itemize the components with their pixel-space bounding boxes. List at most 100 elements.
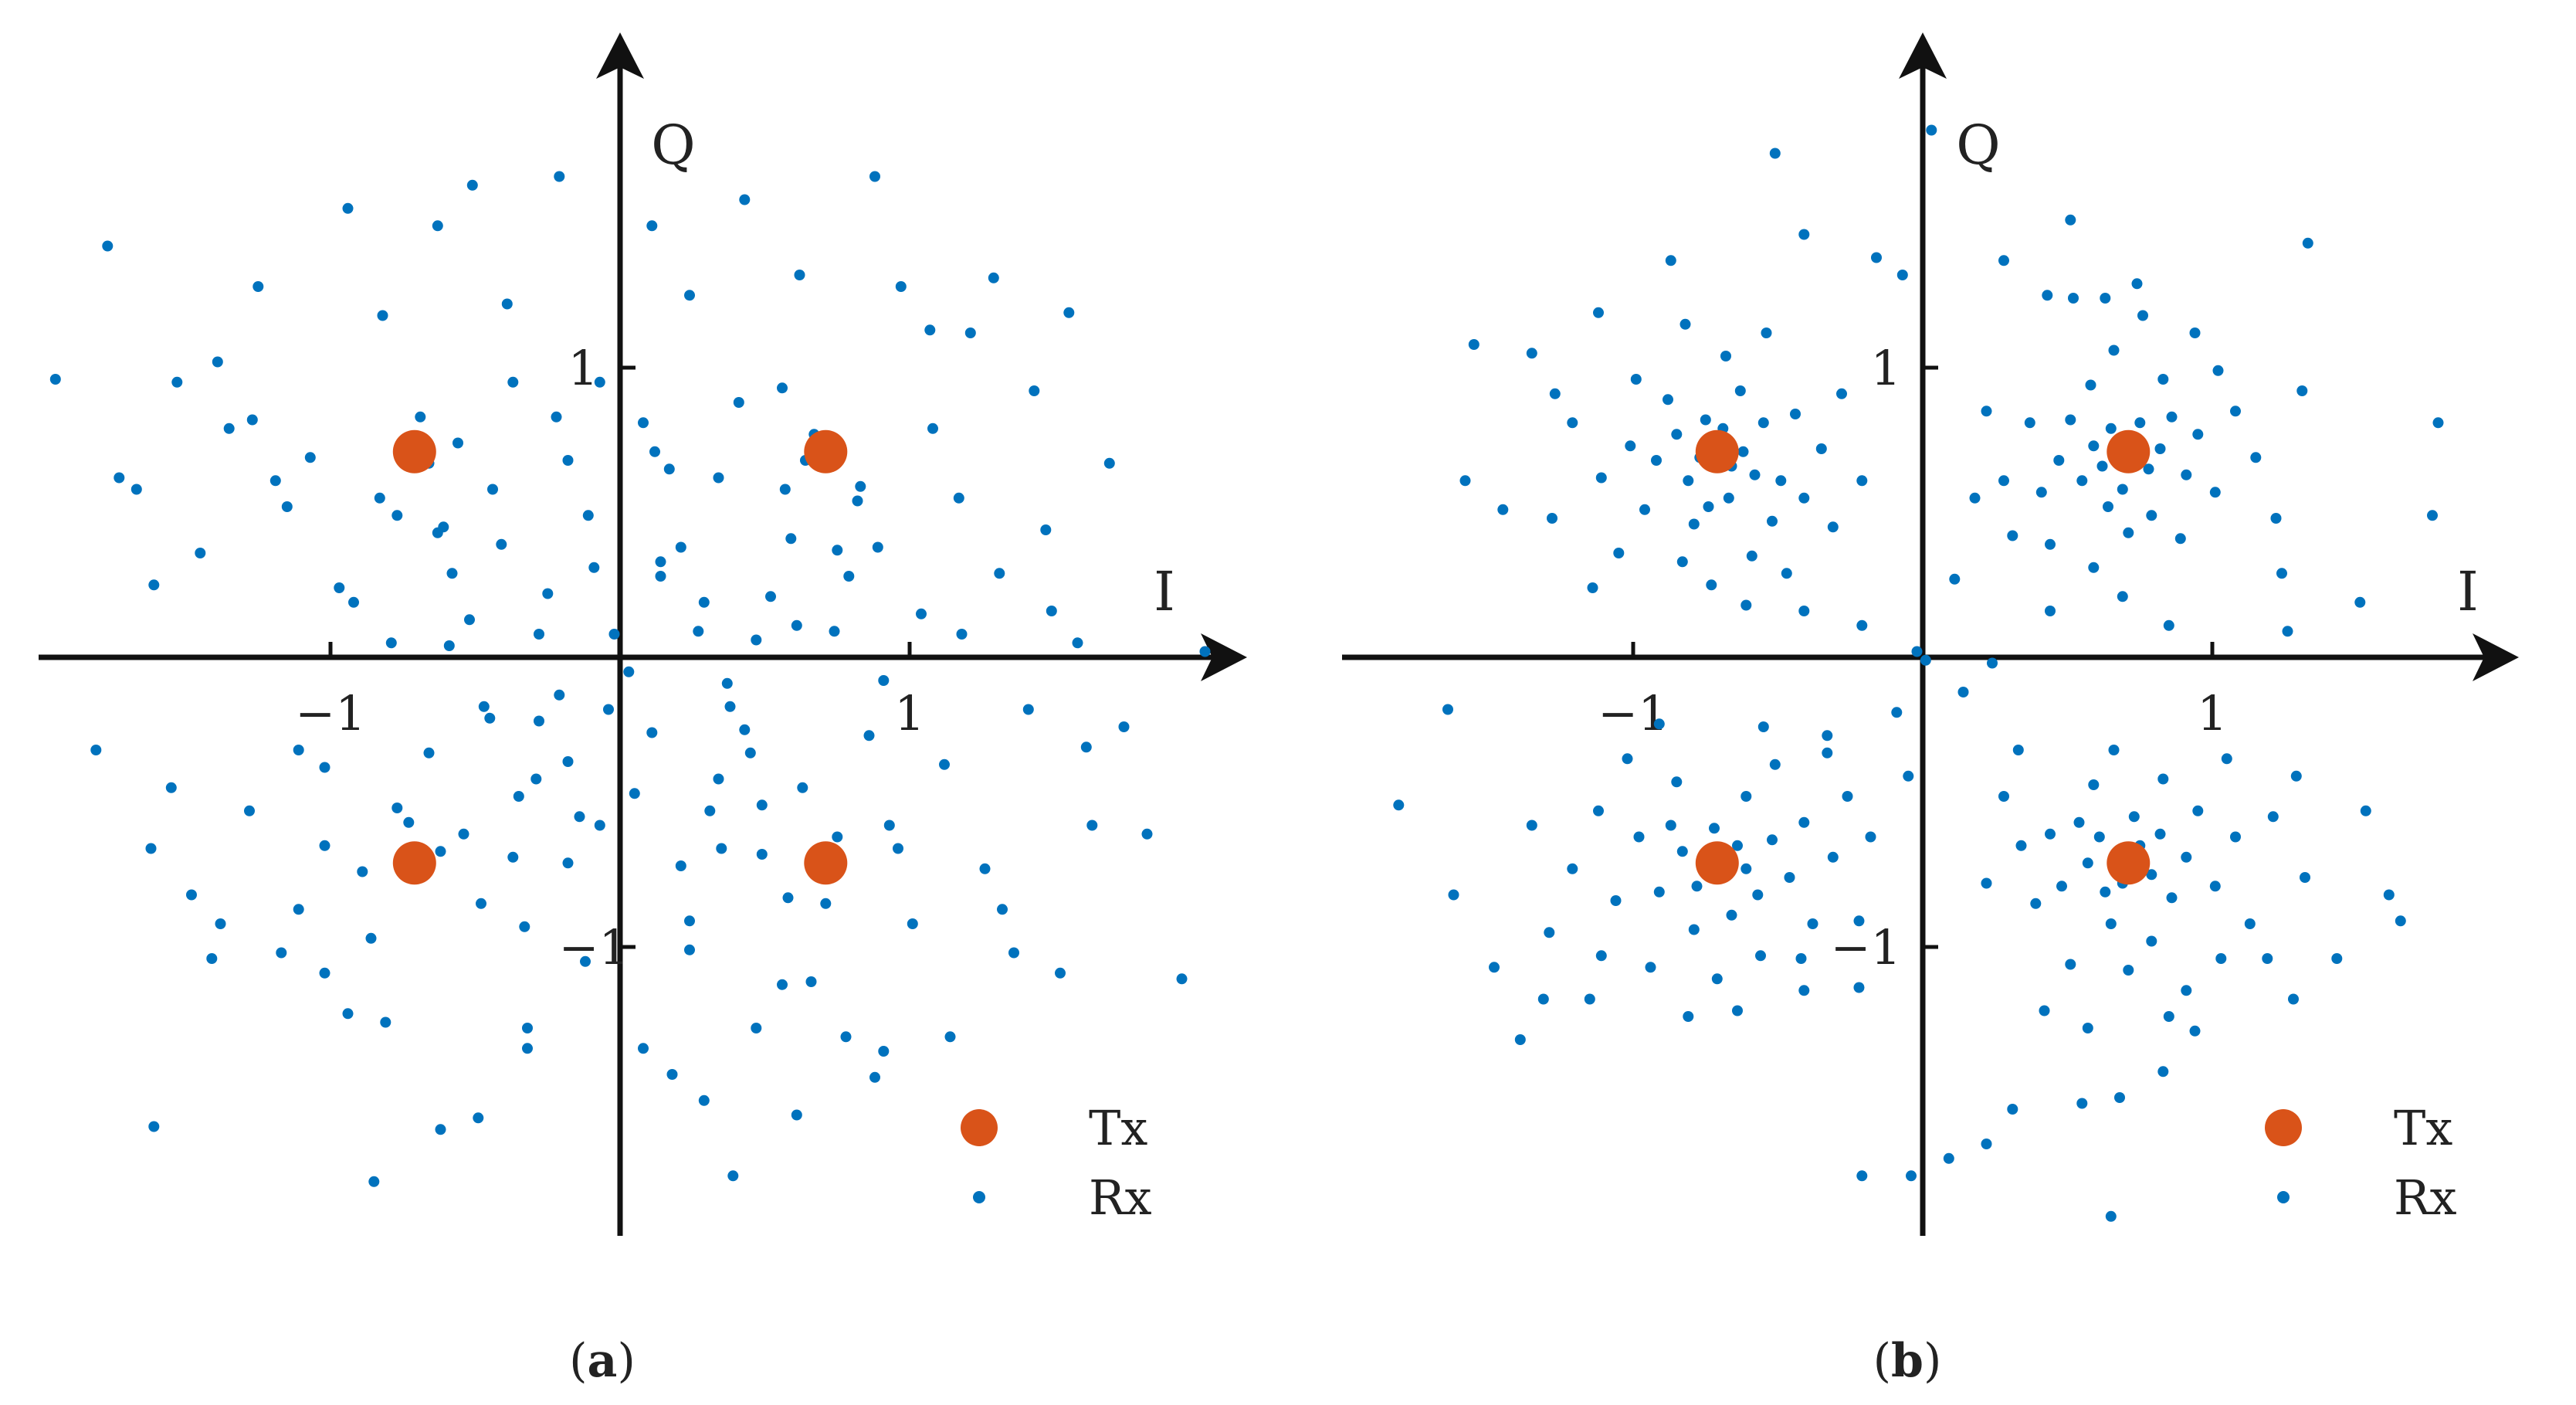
rx-point: [594, 376, 605, 388]
x-axis-arrowhead: [1201, 633, 1247, 681]
rx-point: [1807, 918, 1818, 929]
rx-point: [895, 281, 907, 292]
rx-point: [1593, 805, 1604, 816]
rx-point: [452, 437, 463, 449]
rx-point: [2105, 423, 2117, 434]
rx-point: [1567, 417, 1578, 429]
rx-point: [638, 1043, 649, 1054]
rx-point: [1630, 374, 1642, 385]
rx-point: [443, 640, 455, 651]
tx-point: [1695, 841, 1739, 885]
rx-point: [368, 1176, 380, 1187]
y-axis-arrowhead: [1899, 32, 1947, 79]
rx-point: [820, 898, 832, 909]
rx-point: [148, 579, 160, 591]
rx-point: [432, 527, 443, 538]
rx-point: [2250, 452, 2262, 463]
rx-point: [2117, 484, 2128, 495]
rx-point: [2045, 606, 2056, 616]
rx-point: [2230, 406, 2241, 417]
rx-point: [777, 382, 788, 394]
rx-point: [2209, 487, 2221, 498]
rx-point: [1665, 820, 1676, 831]
legend-a: Tx Rx: [961, 1100, 1152, 1226]
rx-point: [1063, 307, 1075, 318]
rx-point: [1651, 455, 1662, 466]
rx-point: [840, 1031, 852, 1043]
rx-point: [244, 805, 255, 816]
rx-point: [534, 715, 544, 727]
rx-point: [2045, 828, 2056, 840]
rx-point: [1008, 947, 1019, 959]
rx-point: [2134, 417, 2146, 429]
rx-point: [2146, 869, 2157, 881]
rx-point: [551, 411, 562, 423]
rx-point: [594, 820, 605, 831]
legend-marker-rx: [2277, 1191, 2290, 1203]
rx-point: [1987, 657, 1998, 669]
rx-point: [2123, 527, 2134, 538]
rx-point: [1653, 718, 1665, 730]
rx-point: [751, 634, 762, 646]
rx-point: [1853, 915, 1865, 927]
legend-marker-rx: [973, 1191, 985, 1203]
rx-point: [1896, 270, 1908, 280]
rx-point: [893, 843, 903, 854]
rx-point: [2100, 293, 2111, 304]
rx-point: [1957, 687, 1969, 697]
rx-point: [791, 1109, 802, 1121]
rx-point: [832, 831, 843, 843]
rx-point: [2088, 440, 2100, 452]
rx-point: [1497, 504, 1509, 515]
rx-point: [562, 756, 574, 767]
rx-point: [1767, 515, 1778, 527]
rx-point: [215, 918, 226, 929]
y-axis-arrowhead: [596, 32, 644, 79]
rx-point: [2427, 510, 2438, 521]
rx-point: [2166, 892, 2178, 904]
legend-label-tx: Tx: [2394, 1100, 2452, 1156]
rx-point: [1784, 872, 1795, 883]
rx-point: [1639, 504, 1650, 515]
rx-point: [739, 194, 751, 205]
rx-point: [1526, 348, 1537, 359]
rx-point: [2360, 805, 2371, 816]
rx-point: [1798, 985, 1810, 996]
rx-point: [496, 538, 507, 550]
rx-point: [487, 484, 498, 495]
rx-point: [1740, 863, 1752, 874]
rx-point: [1746, 550, 1757, 562]
rx-point: [1769, 148, 1781, 159]
rx-point: [1740, 791, 1752, 802]
rx-point: [1547, 513, 1557, 524]
rx-point: [2163, 619, 2174, 631]
rx-point: [2146, 935, 2157, 947]
rx-point: [603, 704, 614, 715]
rx-point: [253, 281, 264, 292]
x-axis-arrowhead: [2473, 633, 2519, 681]
rx-point: [1706, 579, 1717, 591]
rx-point: [2181, 469, 2192, 480]
rx-point: [2053, 455, 2065, 466]
rx-point: [49, 374, 61, 385]
rx-point: [1709, 823, 1720, 834]
rx-point: [423, 747, 435, 758]
rx-point: [2166, 411, 2178, 423]
legend-label-rx: Rx: [1089, 1169, 1152, 1226]
rx-point: [907, 918, 918, 929]
rx-point: [1981, 406, 1992, 417]
rx-point: [293, 904, 304, 915]
rx-point: [1442, 704, 1453, 715]
rx-point: [646, 220, 658, 232]
rx-point: [522, 1043, 533, 1054]
rx-point: [1732, 840, 1743, 851]
rx-point: [1752, 889, 1764, 901]
rx-point: [2065, 959, 2076, 970]
rx-point: [2015, 840, 2027, 851]
rx-point: [2012, 745, 2024, 755]
rx-point: [2282, 626, 2293, 637]
rx-point: [582, 510, 594, 521]
rx-point: [2192, 805, 2204, 816]
rx-point: [2154, 443, 2166, 454]
rx-point: [293, 745, 304, 755]
